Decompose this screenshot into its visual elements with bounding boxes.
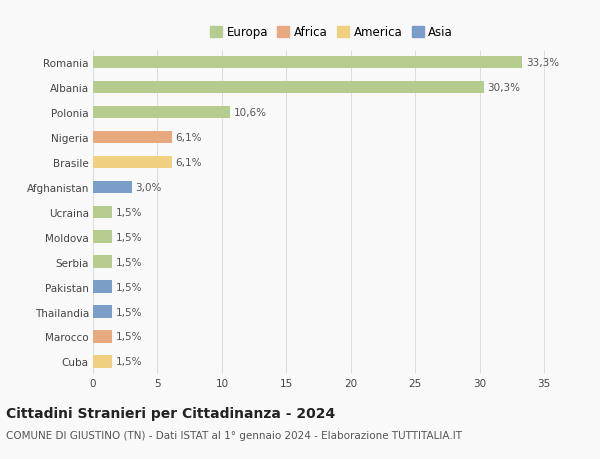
Bar [93, 206, 112, 218]
Legend: Europa, Africa, America, Asia: Europa, Africa, America, Asia [208, 24, 455, 42]
Bar [93, 330, 112, 343]
Text: COMUNE DI GIUSTINO (TN) - Dati ISTAT al 1° gennaio 2024 - Elaborazione TUTTITALI: COMUNE DI GIUSTINO (TN) - Dati ISTAT al … [6, 431, 462, 441]
Text: 6,1%: 6,1% [176, 133, 202, 143]
Text: 3,0%: 3,0% [136, 182, 162, 192]
Text: 1,5%: 1,5% [116, 357, 143, 367]
Text: 6,1%: 6,1% [176, 157, 202, 168]
Text: 10,6%: 10,6% [233, 108, 266, 118]
Bar [93, 82, 484, 94]
Text: 1,5%: 1,5% [116, 307, 143, 317]
Text: 1,5%: 1,5% [116, 207, 143, 217]
Bar [93, 281, 112, 293]
Bar [93, 131, 172, 144]
Bar [93, 106, 230, 119]
Bar [93, 156, 172, 169]
Bar [93, 181, 131, 194]
Text: Cittadini Stranieri per Cittadinanza - 2024: Cittadini Stranieri per Cittadinanza - 2… [6, 406, 335, 420]
Bar [93, 355, 112, 368]
Text: 1,5%: 1,5% [116, 232, 143, 242]
Bar [93, 231, 112, 243]
Text: 33,3%: 33,3% [526, 58, 559, 68]
Text: 1,5%: 1,5% [116, 332, 143, 342]
Text: 1,5%: 1,5% [116, 257, 143, 267]
Bar [93, 57, 522, 69]
Bar [93, 306, 112, 318]
Bar [93, 256, 112, 269]
Text: 1,5%: 1,5% [116, 282, 143, 292]
Text: 30,3%: 30,3% [487, 83, 520, 93]
